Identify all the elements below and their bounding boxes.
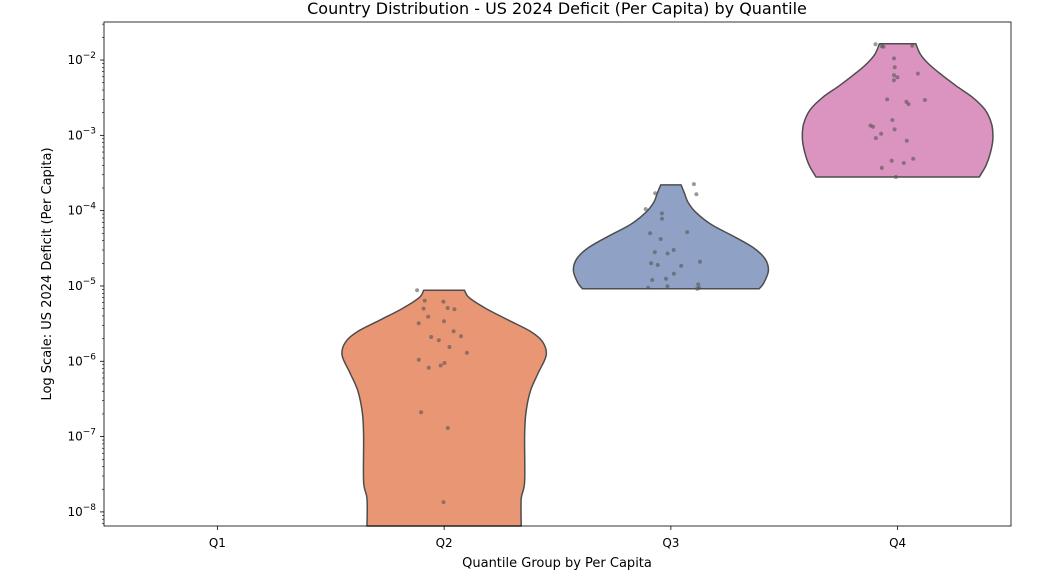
data-point	[660, 216, 664, 221]
data-point	[658, 237, 663, 241]
data-point	[904, 138, 909, 143]
data-point	[442, 319, 446, 324]
data-point	[451, 329, 456, 334]
violins-layer	[341, 42, 994, 527]
data-point	[422, 298, 427, 303]
data-point	[868, 123, 873, 128]
data-point	[891, 78, 896, 83]
data-point	[879, 44, 884, 49]
x-axis: Q1 Q2 Q3 Q4	[209, 526, 906, 550]
data-point	[416, 357, 421, 362]
data-point	[429, 335, 434, 339]
y-axis: 10−8 10−7 10−6 10−5 10−4 10−3 10−2	[67, 23, 104, 524]
data-point	[438, 363, 443, 368]
y-tick-label: 10−4	[67, 202, 96, 218]
data-point	[648, 231, 653, 236]
data-point	[892, 65, 897, 70]
data-point	[922, 98, 927, 102]
data-point	[879, 165, 884, 170]
violin-q4	[801, 42, 994, 178]
x-tick-label: Q4	[889, 536, 906, 550]
data-point	[892, 73, 896, 78]
data-point	[459, 334, 463, 339]
data-point	[426, 314, 431, 319]
y-tick-label: 10−5	[67, 277, 96, 293]
points-layer	[415, 42, 927, 505]
data-point	[652, 250, 657, 255]
x-tick-label: Q1	[209, 536, 226, 550]
data-point	[895, 75, 900, 80]
data-point	[664, 276, 668, 281]
data-point	[421, 306, 426, 311]
data-point	[436, 338, 441, 343]
data-point	[679, 263, 684, 268]
data-point	[889, 158, 894, 163]
data-point	[698, 259, 702, 264]
data-point	[655, 263, 660, 267]
data-point	[441, 299, 446, 304]
data-point	[892, 56, 896, 61]
data-point	[665, 284, 670, 289]
data-point	[643, 207, 648, 212]
data-point	[893, 175, 898, 179]
violin-q2	[341, 289, 548, 527]
violin-q3	[572, 184, 770, 290]
data-point	[426, 365, 431, 370]
data-point	[659, 211, 664, 216]
data-point	[665, 251, 670, 256]
plot-area	[103, 21, 1012, 527]
data-point	[885, 97, 890, 102]
plot-frame	[103, 21, 1012, 527]
data-point	[879, 131, 884, 136]
data-point	[653, 191, 658, 196]
data-point	[445, 426, 450, 430]
data-point	[911, 156, 916, 161]
data-point	[873, 136, 878, 141]
data-point	[691, 182, 696, 187]
data-point	[901, 161, 906, 165]
y-tick-label: 10−7	[67, 428, 96, 444]
data-point	[646, 285, 651, 290]
data-point	[447, 345, 452, 349]
data-point	[915, 71, 920, 76]
data-point	[694, 192, 699, 197]
data-point	[415, 288, 420, 293]
data-point	[697, 286, 702, 290]
x-tick-label: Q2	[436, 536, 453, 550]
y-tick-label: 10−6	[67, 352, 96, 368]
chart-title: Country Distribution - US 2024 Deficit (…	[307, 0, 807, 18]
x-axis-label: Quantile Group by Per Capita	[462, 556, 652, 571]
data-point	[671, 271, 676, 276]
data-point	[904, 99, 909, 104]
y-tick-label: 10−8	[67, 503, 96, 519]
data-point	[649, 261, 654, 266]
data-point	[650, 278, 655, 282]
data-point	[685, 230, 690, 235]
y-tick-label: 10−2	[67, 51, 96, 67]
x-tick-label: Q3	[662, 536, 679, 550]
data-point	[464, 350, 469, 355]
y-tick-label: 10−3	[67, 126, 96, 142]
y-axis-label: Log Scale: US 2024 Deficit (Per Capita)	[40, 147, 55, 400]
data-point	[892, 127, 897, 132]
data-point	[696, 282, 701, 287]
data-point	[445, 306, 450, 310]
data-point	[910, 43, 915, 48]
data-point	[671, 248, 676, 252]
data-point	[873, 42, 878, 47]
data-point	[419, 410, 424, 415]
data-point	[442, 361, 447, 365]
data-point	[452, 307, 457, 312]
data-point	[441, 500, 446, 505]
data-point	[416, 321, 421, 326]
data-point	[890, 118, 895, 122]
